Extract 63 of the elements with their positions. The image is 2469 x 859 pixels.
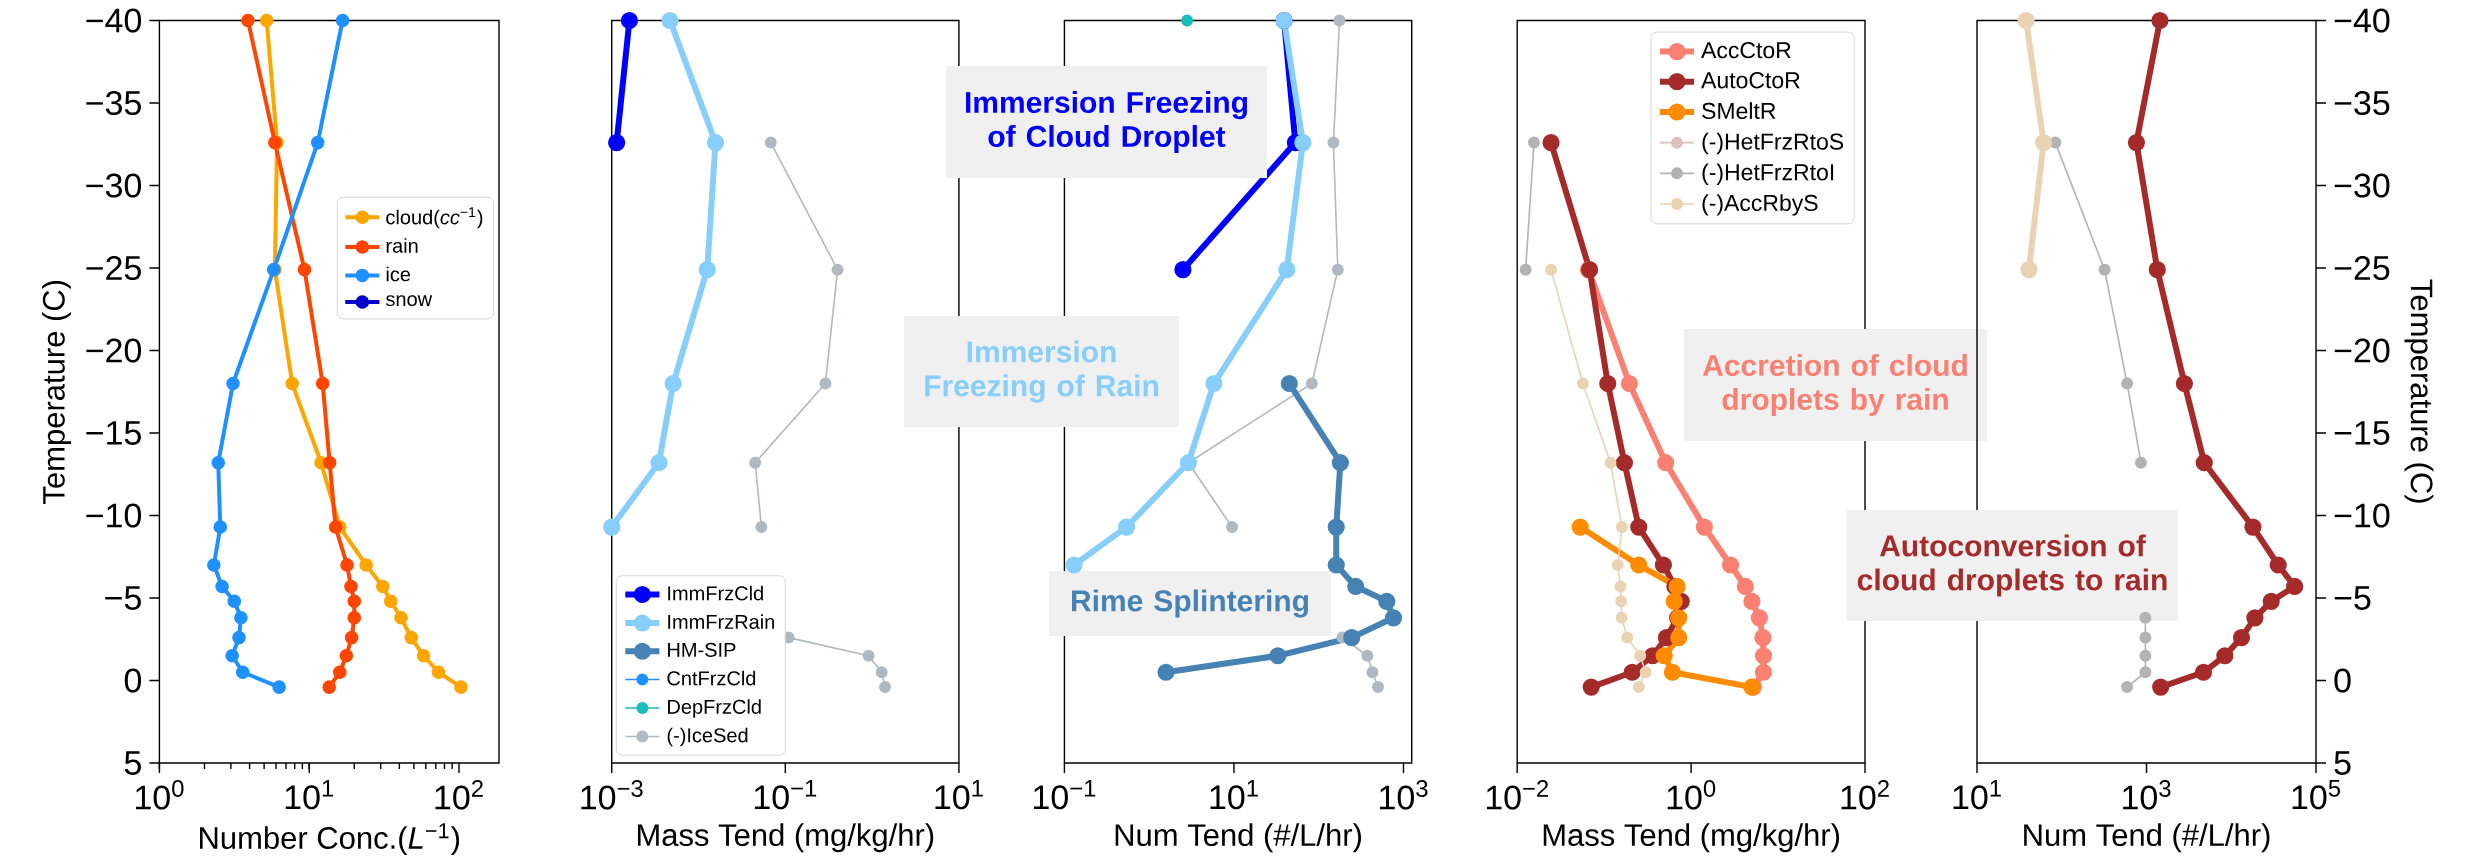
annotation: Immersion Freezing of Cloud Droplet — [965, 91, 1248, 153]
x-tick-label: 10$^{1}$ — [1953, 780, 2001, 810]
legend-label: DepFrzCld — [668, 699, 761, 718]
y-tick-label: −40 — [86, 8, 142, 33]
x-tick-label: 10$^{2}$ — [435, 780, 483, 810]
legend-label: rain — [386, 238, 418, 253]
y-tick-label: −30 — [2334, 173, 2390, 198]
x-tick-label: 10$^{3}$ — [1380, 780, 1428, 810]
x-tick-label: 10$^{−2}$ — [1486, 780, 1548, 810]
annotation: Accretion of cloud droplets by rain — [1702, 354, 1967, 416]
y-tick-label: 5 — [124, 751, 141, 775]
legend-label: (-)AccRbyS — [1702, 194, 1818, 216]
legend-label: cloud(cc$^{−1}$) — [386, 207, 483, 229]
annotation: Immersion Freezing of Rain — [925, 340, 1158, 403]
legend-label: CntFrzCld — [667, 670, 756, 686]
y-tick-label: −20 — [86, 338, 142, 363]
y-tick-label: 5 — [2334, 751, 2351, 775]
y-axis-title: Temperature (C) — [42, 280, 71, 504]
x-tick-label: 10$^{−1}$ — [754, 780, 817, 810]
x-axis-title: Mass Tend (mg/kg/hr) — [1543, 823, 1840, 853]
y-tick-label: −5 — [105, 586, 141, 610]
y-tick-label: −25 — [2334, 255, 2390, 281]
annotation: Autoconversion of cloud droplets to rain — [1857, 534, 2167, 597]
y-tick-label: −10 — [86, 503, 142, 528]
x-tick-label: 10$^{1}$ — [1210, 780, 1258, 810]
x-axis-title: Mass Tend (mg/kg/hr) — [637, 823, 934, 853]
legend-label: (-)HetFrzRtoI — [1702, 163, 1834, 185]
x-tick-label: 10$^{0}$ — [135, 780, 184, 810]
y-tick-label: 0 — [124, 668, 142, 693]
y-tick-label: −35 — [86, 90, 141, 116]
y-tick-label: −25 — [86, 255, 141, 281]
legend-label: SMeltR — [1702, 102, 1776, 120]
y-tick-label: 0 — [2334, 668, 2351, 693]
x-tick-label: 10$^{3}$ — [2123, 780, 2171, 810]
y-tick-label: −35 — [2334, 90, 2390, 116]
y-tick-label: −10 — [2334, 503, 2390, 528]
x-tick-label: 10$^{1}$ — [285, 780, 334, 810]
x-tick-label: 10$^{−1}$ — [1034, 780, 1096, 810]
y-tick-label: −30 — [86, 173, 142, 198]
annotation: Rime Splintering — [1071, 589, 1308, 618]
legend-label: snow — [385, 295, 433, 307]
legend-label: AutoCtoR — [1701, 72, 1800, 89]
y-axis-title: Temperature (C) — [2404, 279, 2434, 503]
x-tick-label: 10$^{0}$ — [1667, 780, 1716, 810]
legend-label: ImmFrzRain — [668, 614, 774, 629]
legend-label: (-)IceSed — [667, 727, 748, 747]
y-tick-label: −20 — [2334, 338, 2390, 363]
x-axis-title: Num Tend (#/L/hr) — [2024, 823, 2270, 853]
legend-label: ice — [386, 266, 411, 282]
x-tick-label: 10$^{1}$ — [935, 780, 983, 810]
legend-label: HM-SIP — [668, 642, 736, 657]
x-tick-label: 10$^{5}$ — [2292, 780, 2341, 810]
legend-label: AccCtoR — [1701, 42, 1791, 59]
y-tick-label: −5 — [2334, 586, 2371, 610]
x-tick-label: 10$^{−3}$ — [581, 780, 643, 810]
y-tick-label: −15 — [86, 421, 141, 445]
x-axis-title: Number Conc.(L$^{−1}$) — [200, 823, 460, 856]
legend-label: ImmFrzCld — [668, 585, 763, 601]
legend-label: (-)HetFrzRtoS — [1702, 132, 1844, 155]
y-tick-label: −40 — [2334, 8, 2390, 33]
y-tick-label: −15 — [2334, 421, 2390, 445]
x-tick-label: 10$^{2}$ — [1841, 780, 1889, 810]
x-axis-title: Num Tend (#/L/hr) — [1115, 823, 1361, 853]
